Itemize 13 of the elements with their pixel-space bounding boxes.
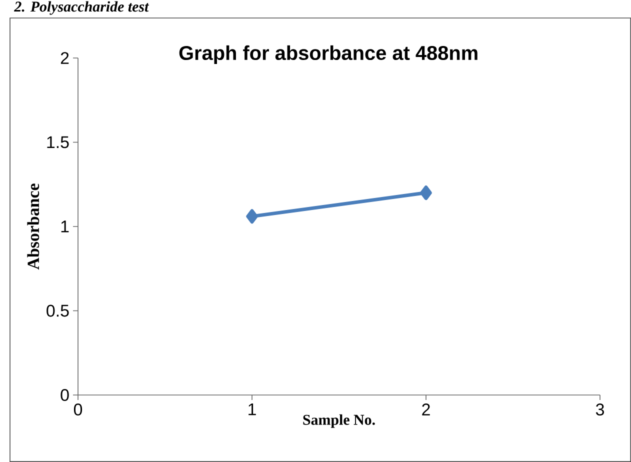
- y-tick-label: 1.5: [47, 136, 69, 148]
- text: 2. Polysaccharide test: [14, 1, 150, 15]
- y-tick-label: 0.5: [46, 304, 69, 317]
- x-tick-label: 1: [248, 404, 256, 416]
- y-tick-label: 2: [60, 52, 69, 64]
- x-tick-label: 2: [422, 404, 430, 416]
- y-tick-label: 0: [60, 388, 69, 401]
- y-tick-label: 1: [61, 220, 69, 232]
- y-axis-title: Absorbance: [27, 184, 40, 270]
- x-tick-label: 0: [74, 404, 82, 416]
- x-axis-title: Sample No.: [303, 414, 375, 428]
- x-tick-label: 3: [596, 404, 604, 416]
- chart-title: Graph for absorbance at 488nm: [179, 45, 478, 64]
